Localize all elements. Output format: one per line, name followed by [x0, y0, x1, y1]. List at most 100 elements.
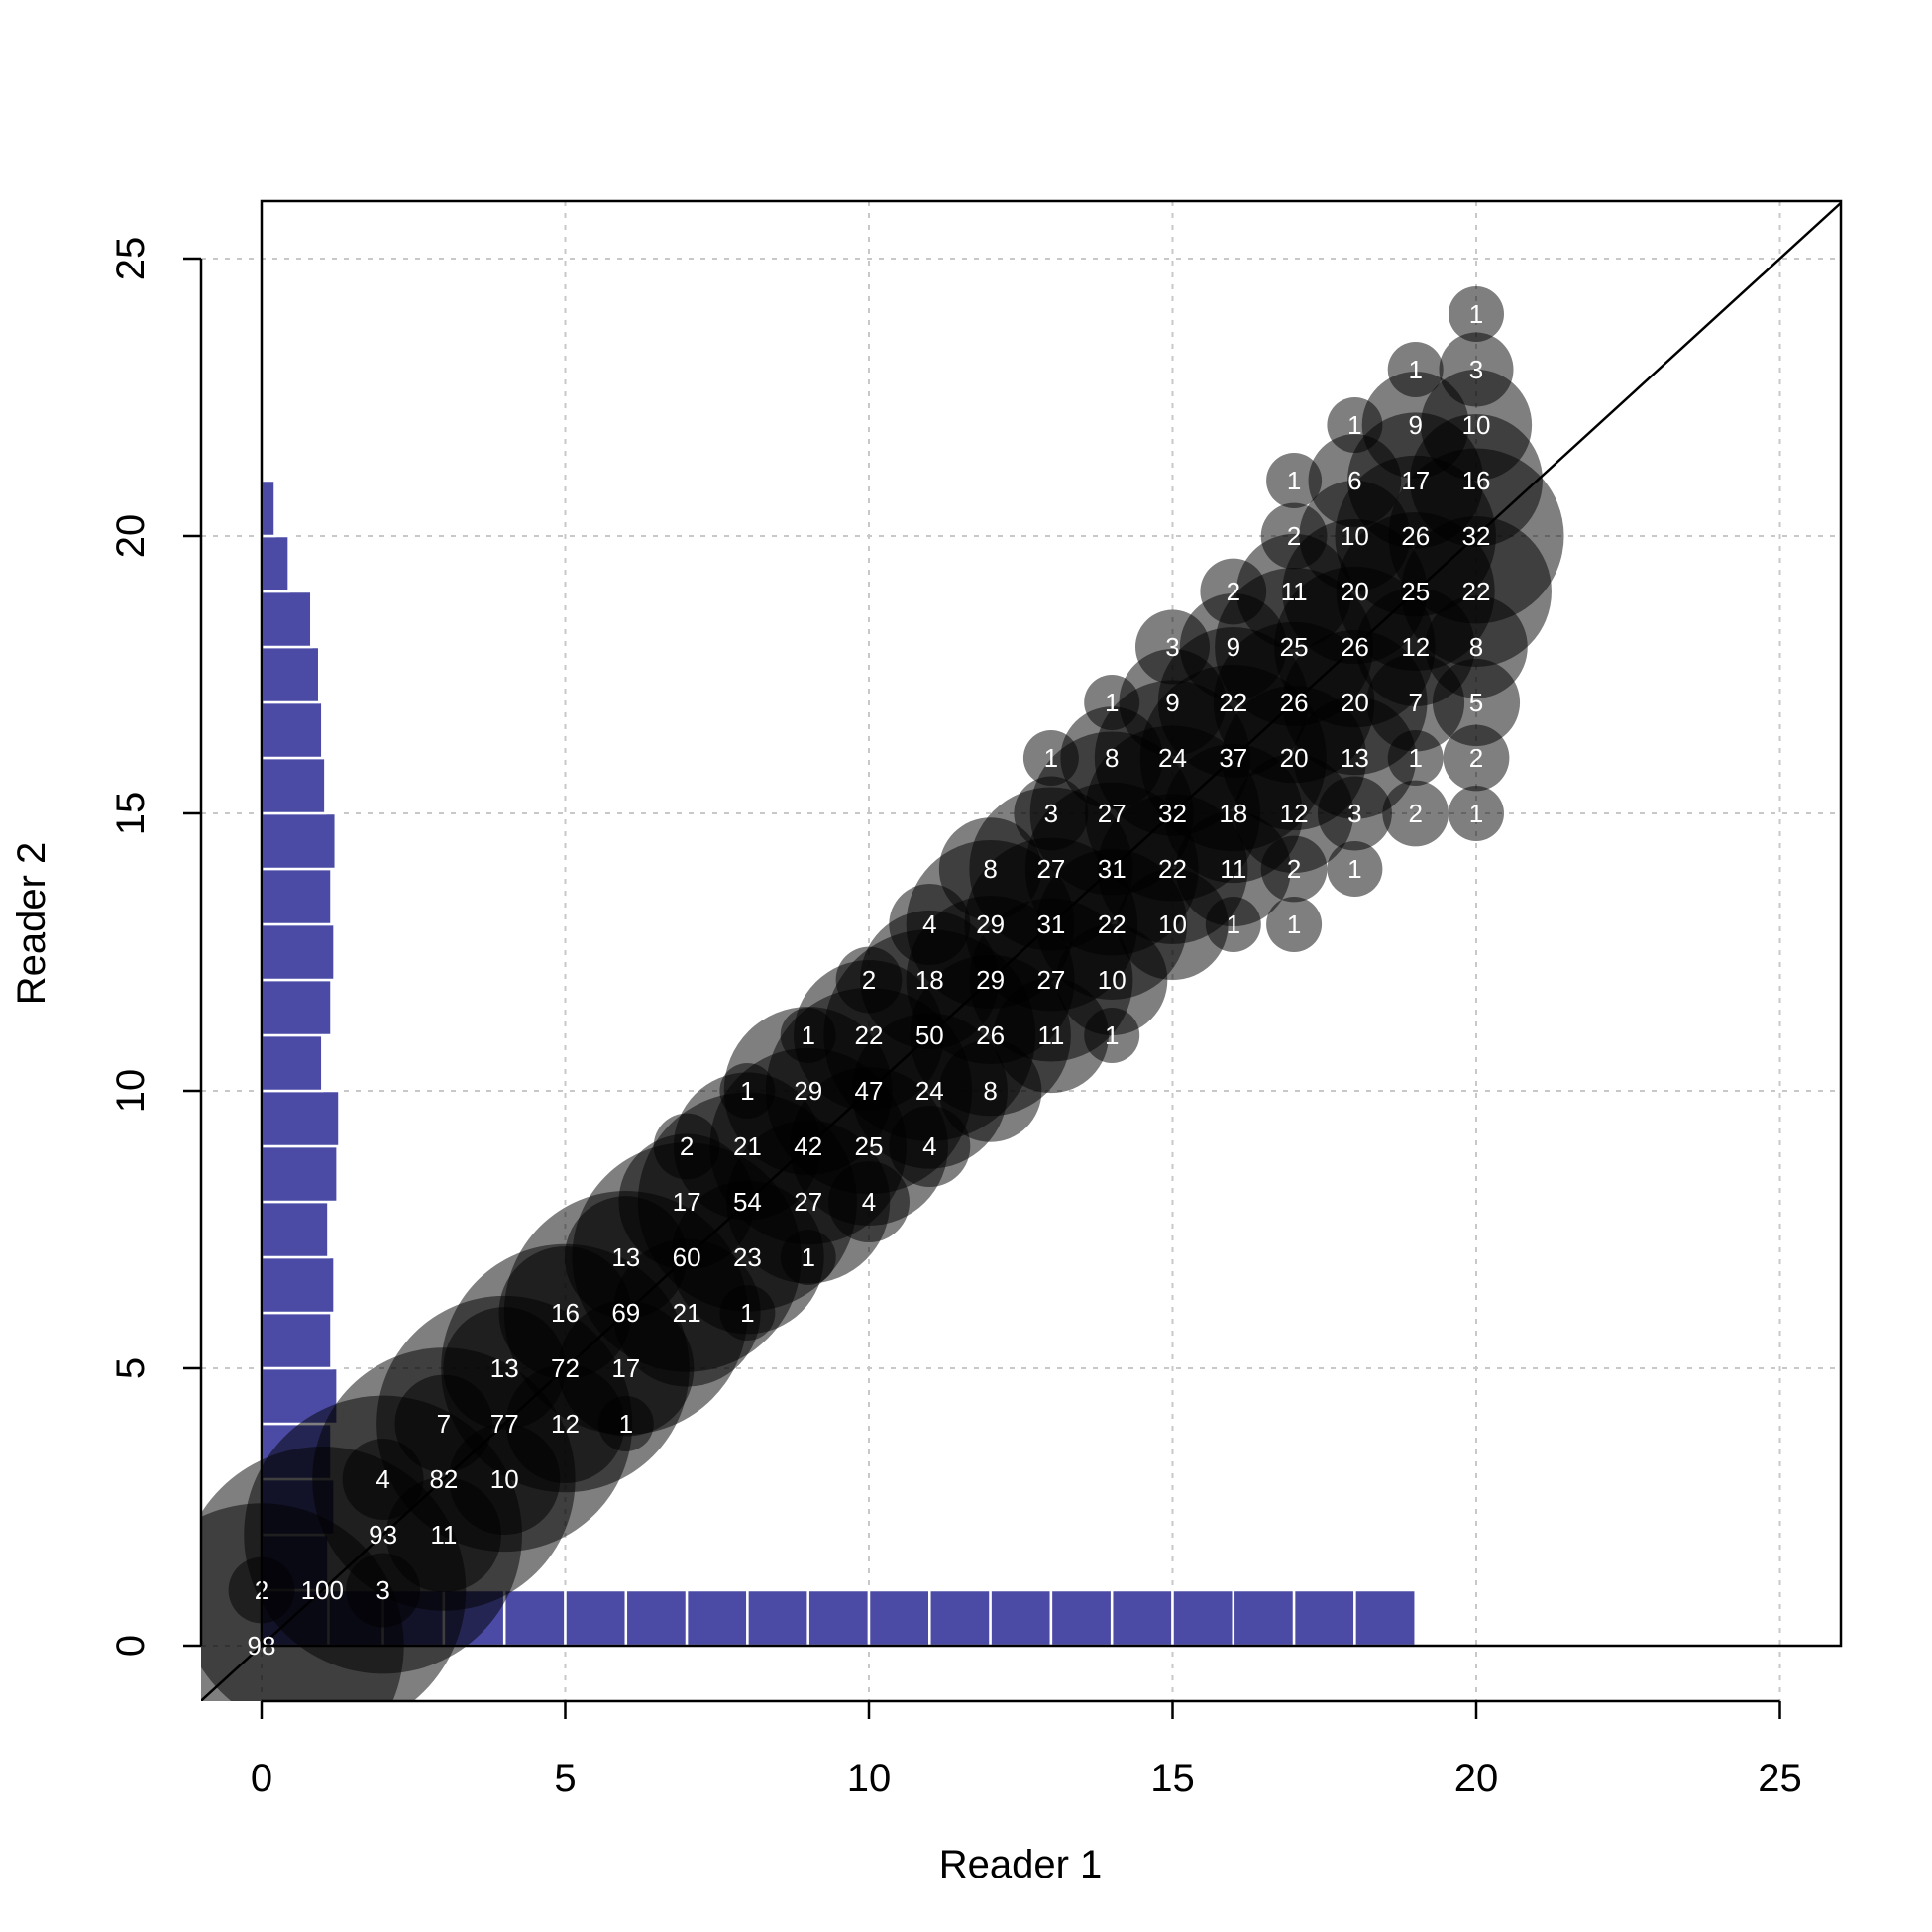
bottom-histogram-bar	[1292, 1588, 1356, 1648]
bubble-count-label: 3	[1165, 632, 1179, 662]
bubble-count-label: 22	[1462, 577, 1491, 606]
left-histogram-bar	[260, 1311, 333, 1370]
bubble-count-label: 20	[1341, 577, 1369, 606]
bubble-count-label: 3	[1347, 799, 1361, 828]
bubble-count-label: 32	[1158, 799, 1187, 828]
y-tick-label: 0	[109, 1635, 153, 1657]
bubble	[1449, 286, 1504, 342]
bubble-count-label: 21	[673, 1298, 701, 1328]
bubble-count-label: 27	[794, 1187, 822, 1217]
bubble-count-label: 26	[1401, 521, 1430, 551]
bubble-count-label: 18	[1219, 799, 1247, 828]
bottom-histogram-bar	[806, 1588, 871, 1648]
bubble-count-label: 29	[794, 1076, 822, 1106]
bubble-count-label: 2	[680, 1131, 694, 1161]
bubble-count-label: 6	[1347, 466, 1361, 495]
bubble-count-label: 2	[1287, 854, 1301, 884]
bubble-count-label: 1	[619, 1409, 633, 1439]
bubble	[1387, 342, 1444, 397]
bubble-count-label: 4	[862, 1187, 876, 1217]
bubble-count-label: 11	[1281, 577, 1308, 606]
left-histogram-bar	[260, 1255, 336, 1315]
bubble-count-label: 3	[1044, 799, 1058, 828]
bubble-count-label: 26	[1280, 688, 1309, 717]
identity-line	[201, 202, 1841, 1701]
bubble-count-label: 4	[376, 1464, 389, 1494]
bottom-histogram-bar	[867, 1588, 931, 1648]
bubble-count-label: 32	[1462, 521, 1491, 551]
bubble-count-label: 4	[922, 1131, 936, 1161]
bottom-histogram-bar	[502, 1588, 567, 1648]
bubble-count-label: 2	[1469, 743, 1483, 773]
bubble-count-label: 22	[855, 1020, 884, 1050]
left-histogram-bar	[260, 590, 313, 649]
bubble-count-label: 4	[922, 910, 936, 939]
bubble-count-label: 1	[1044, 743, 1058, 773]
left-histogram-bar	[260, 534, 290, 593]
bubble-count-label: 69	[611, 1298, 640, 1328]
bubble-count-label: 82	[429, 1464, 458, 1494]
bubble-count-label: 27	[1036, 965, 1065, 995]
y-tick-label: 5	[109, 1357, 153, 1379]
bubble-count-label: 54	[733, 1187, 762, 1217]
bubble-count-label: 1	[1287, 466, 1301, 495]
bubble-count-label: 93	[369, 1520, 397, 1550]
bubble-count-label: 27	[1098, 799, 1127, 828]
bottom-histogram-bar	[564, 1588, 628, 1648]
bubble-count-label: 8	[983, 1076, 997, 1106]
bottom-histogram-bar	[1110, 1588, 1174, 1648]
left-histogram-bar	[260, 867, 333, 926]
bubble-count-label: 1	[1227, 910, 1240, 939]
bubble-count-label: 25	[855, 1131, 884, 1161]
plot-frame	[260, 199, 1843, 1648]
bubble-count-label: 8	[1105, 743, 1119, 773]
bubble-count-label: 60	[673, 1242, 701, 1272]
left-histogram-bar	[260, 756, 327, 815]
bubble-count-label: 37	[1219, 743, 1247, 773]
x-axis: 0 5 10 15 20 25	[251, 1699, 1802, 1800]
bubble-count-label: 17	[673, 1187, 701, 1217]
bottom-histogram-bar	[1232, 1588, 1296, 1648]
x-tick-label: 20	[1454, 1757, 1499, 1800]
bubble-count-label: 1	[740, 1298, 754, 1328]
bubble-count-label: 24	[1158, 743, 1187, 773]
bubble-layer	[201, 286, 1564, 1701]
bottom-histogram-bar	[624, 1588, 689, 1648]
left-histogram-bar	[260, 1200, 330, 1259]
bubble-count-label: 1	[801, 1020, 814, 1050]
bottom-histogram-bar	[989, 1588, 1053, 1648]
bubble	[1266, 453, 1323, 508]
bubble-count-label: 9	[1165, 688, 1179, 717]
bubble	[1449, 786, 1504, 841]
bubble-count-label: 1	[1105, 688, 1119, 717]
bubble-count-label: 9	[1227, 632, 1240, 662]
bubble-count-label: 13	[611, 1242, 640, 1272]
bubble-count-label: 2	[862, 965, 876, 995]
left-histogram-bar	[260, 1033, 324, 1093]
bubble-count-label: 8	[983, 854, 997, 884]
bubble-count-label: 10	[1341, 521, 1369, 551]
bubble-count-label: 10	[1158, 910, 1187, 939]
bubble-count-label: 16	[1462, 466, 1491, 495]
bubble-count-label: 12	[1280, 799, 1309, 828]
bubble-count-label: 13	[490, 1353, 519, 1383]
x-tick-label: 25	[1758, 1757, 1802, 1800]
y-tick-label: 20	[109, 514, 153, 559]
bubble-count-label: 1	[1408, 355, 1422, 384]
bubble-count-label: 10	[490, 1464, 519, 1494]
bubble-count-label: 1	[1347, 410, 1361, 440]
bubble-count-label: 20	[1341, 688, 1369, 717]
bubble-count-label: 8	[1469, 632, 1483, 662]
y-axis-title: Reader 2	[10, 842, 54, 1006]
bubble-count-label: 25	[1280, 632, 1309, 662]
bubble-count-label: 16	[551, 1298, 580, 1328]
x-tick-label: 5	[554, 1757, 576, 1800]
bubble-count-label: 22	[1158, 854, 1187, 884]
bubble-count-label: 72	[551, 1353, 580, 1383]
bubble	[1266, 897, 1323, 952]
bubble-count-label: 42	[794, 1131, 822, 1161]
bubble-count-label: 77	[490, 1409, 519, 1439]
bubble-count-label: 5	[1469, 688, 1483, 717]
bubble	[1420, 369, 1533, 482]
